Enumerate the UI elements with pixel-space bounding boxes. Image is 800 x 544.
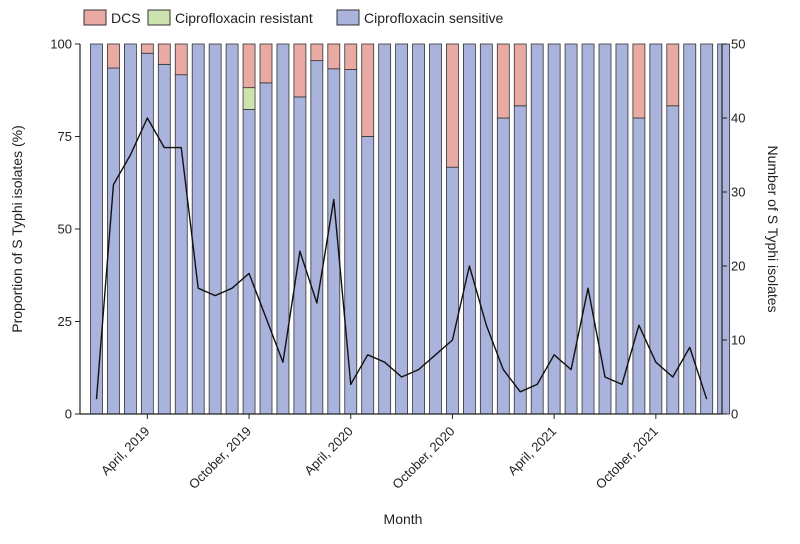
bar-dcs-13 xyxy=(310,43,324,62)
bar-ciprofloxacin-sensitive-21 xyxy=(446,166,459,415)
legend-swatch-ciprofloxacin-sensitive xyxy=(336,9,360,26)
bar-ciprofloxacin-sensitive-34 xyxy=(666,105,680,415)
bar-ciprofloxacin-sensitive-17 xyxy=(378,43,392,415)
y2-tick-label-10: 10 xyxy=(731,333,745,348)
y2-tick-label-50: 50 xyxy=(731,37,745,52)
y-tick-label-25: 25 xyxy=(58,314,72,329)
legend-label-dcs: DCS xyxy=(111,10,141,26)
bar-ciprofloxacin-sensitive-15 xyxy=(344,69,358,415)
bar-dcs-14 xyxy=(327,43,341,70)
bar-ciprofloxacin-sensitive-23 xyxy=(479,43,493,415)
line-layer xyxy=(95,117,708,400)
x-axis-title: Month xyxy=(384,511,423,527)
bar-ciprofloxacin-sensitive-6 xyxy=(191,43,205,415)
bar-ciprofloxacin-sensitive-16 xyxy=(361,136,375,415)
y2-tick-label-20: 20 xyxy=(731,259,745,274)
bar-ciprofloxacin-sensitive-28 xyxy=(564,43,578,415)
bar-dcs-12 xyxy=(293,43,307,98)
legend-swatch-dcs xyxy=(83,9,107,26)
y2-tick-label-0: 0 xyxy=(731,407,738,422)
bar-dcs-10 xyxy=(259,43,273,84)
bar-ciprofloxacin-sensitive-19 xyxy=(412,43,425,415)
y-tick-label-75: 75 xyxy=(58,129,72,144)
legend-label-ciprofloxacin-sensitive: Ciprofloxacin sensitive xyxy=(364,10,503,26)
x-tick-label-3: October, 2020 xyxy=(389,424,457,492)
bar-ciprofloxacin-sensitive-36 xyxy=(700,43,714,415)
bar-ciprofloxacin-sensitive-33 xyxy=(649,43,663,415)
bar-dcs-3 xyxy=(140,43,154,54)
y-tick-label-0: 0 xyxy=(65,407,72,422)
y-tick-label-100: 100 xyxy=(50,37,72,52)
bar-ciprofloxacin-sensitive-3 xyxy=(140,52,154,415)
bar-dcs-34 xyxy=(666,43,680,107)
x-tick-label-0: April, 2019 xyxy=(98,424,153,479)
bar-dcs-16 xyxy=(361,43,375,137)
bar-dcs-24 xyxy=(496,43,510,119)
bar-ciprofloxacin-sensitive-31 xyxy=(615,43,629,415)
x-tick-label-4: April, 2021 xyxy=(505,424,560,479)
y2-tick-label-40: 40 xyxy=(731,111,745,126)
bar-ciprofloxacin-sensitive-10 xyxy=(259,82,273,415)
bar-ciprofloxacin-sensitive-32 xyxy=(632,117,646,415)
bar-ciprofloxacin-sensitive-25 xyxy=(513,105,527,415)
x-tick-label-5: October, 2021 xyxy=(593,424,661,492)
bar-dcs-4 xyxy=(157,43,171,65)
y-tick-label-50: 50 xyxy=(58,222,72,237)
bar-dcs-5 xyxy=(174,43,188,76)
bar-ciprofloxacin-sensitive-7 xyxy=(208,43,222,415)
bar-dcs-21 xyxy=(446,43,459,168)
bar-ciprofloxacin-sensitive-8 xyxy=(225,43,239,415)
bar-ciprofloxacin-sensitive-22 xyxy=(462,43,476,415)
bar-ciprofloxacin-sensitive-29 xyxy=(581,43,595,415)
bar-ciprofloxacin-sensitive-26 xyxy=(530,43,544,415)
bar-dcs-1 xyxy=(107,43,120,69)
line-series-isolate-count xyxy=(95,117,708,400)
x-tick-label-1: October, 2019 xyxy=(186,424,254,492)
bar-ciprofloxacin-resistant-9 xyxy=(242,87,256,110)
bars-layer xyxy=(90,43,731,415)
bar-ciprofloxacin-sensitive-4 xyxy=(157,63,171,415)
legend-label-ciprofloxacin-resistant: Ciprofloxacin resistant xyxy=(175,10,313,26)
bar-ciprofloxacin-sensitive-13 xyxy=(310,60,324,415)
bar-ciprofloxacin-sensitive-9 xyxy=(242,109,256,415)
bar-dcs-9 xyxy=(242,43,256,89)
bar-ciprofloxacin-sensitive-5 xyxy=(174,74,188,415)
bar-dcs-25 xyxy=(513,43,527,107)
y-axis-title: Proportion of S Typhi isolates (%) xyxy=(9,125,25,333)
bar-dcs-15 xyxy=(344,43,358,70)
bar-ciprofloxacin-sensitive-0 xyxy=(90,43,103,415)
bar-ciprofloxacin-sensitive-18 xyxy=(395,43,409,415)
legend: DCS Ciprofloxacin resistant Ciprofloxaci… xyxy=(83,9,503,26)
bar-ciprofloxacin-sensitive-37 xyxy=(717,43,731,415)
legend-swatch-ciprofloxacin-resistant xyxy=(147,9,171,26)
bar-ciprofloxacin-sensitive-2 xyxy=(124,43,137,415)
bar-dcs-32 xyxy=(632,43,646,119)
y2-tick-label-30: 30 xyxy=(731,185,745,200)
y2-axis-title: Number of S Typhi isolates xyxy=(765,145,781,312)
x-tick-label-2: April, 2020 xyxy=(301,424,356,479)
